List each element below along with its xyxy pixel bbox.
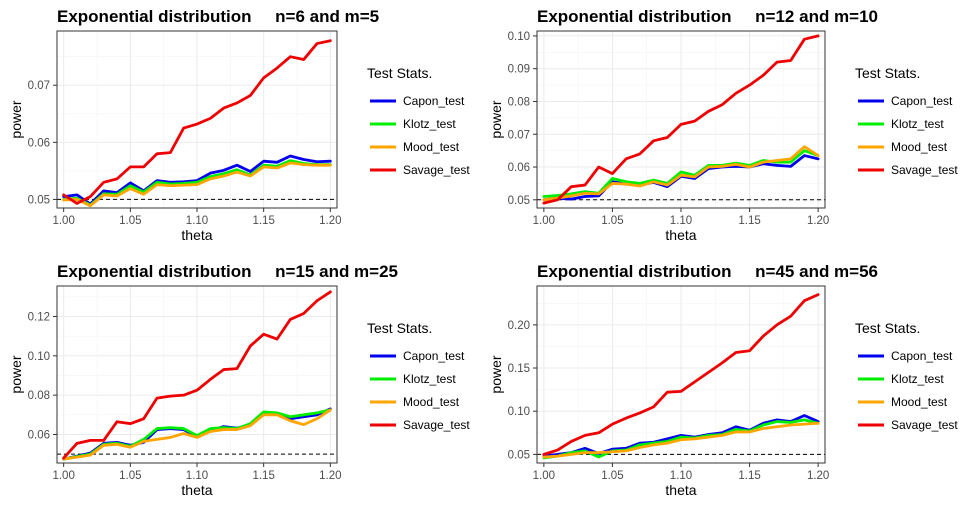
legend-label: Savage_test — [891, 418, 958, 432]
y-tick-label: 0.08 — [508, 96, 530, 108]
legend-label: Capon_test — [891, 94, 953, 108]
y-tick-label: 0.20 — [508, 320, 530, 332]
x-tick-label: 1.20 — [807, 215, 829, 227]
legend-label: Capon_test — [403, 349, 465, 363]
chart-panel-2: Exponential distribution n=12 and m=10 1.… — [488, 7, 958, 243]
legend: Test Stats. Capon_test Klotz_test Mood_test… — [855, 65, 958, 177]
legend-label: Mood_test — [891, 395, 948, 409]
x-tick-label: 1.05 — [601, 470, 623, 482]
x-tick-label: 1.00 — [533, 215, 555, 227]
chart-title: Exponential distribution n=6 and m=5 — [57, 7, 379, 26]
x-tick-label: 1.15 — [252, 215, 274, 227]
y-tick-label: 0.10 — [508, 406, 530, 418]
chart-panel-3: Exponential distribution n=15 and m=25 1.… — [8, 262, 470, 498]
legend-label: Capon_test — [891, 349, 953, 363]
y-axis-title: power — [8, 100, 24, 138]
legend-label: Savage_test — [403, 163, 470, 177]
legend-label: Savage_test — [403, 418, 470, 432]
y-tick-label: 0.10 — [28, 351, 50, 363]
y-tick-label: 0.07 — [508, 129, 530, 141]
y-tick-label: 0.06 — [508, 162, 530, 174]
legend-title: Test Stats. — [855, 320, 920, 336]
x-tick-label: 1.10 — [670, 215, 692, 227]
y-tick-label: 0.15 — [508, 363, 530, 375]
legend: Test Stats. Capon_test Klotz_test Mood_test… — [855, 320, 958, 432]
legend-label: Klotz_test — [891, 117, 944, 131]
x-tick-label: 1.15 — [738, 215, 760, 227]
y-tick-label: 0.07 — [28, 80, 50, 92]
y-axis-title: power — [488, 355, 504, 393]
legend-label: Klotz_test — [891, 372, 944, 386]
series-line-savage-test — [62, 290, 332, 460]
y-tick-label: 0.12 — [28, 311, 50, 323]
series-line-savage-test — [62, 39, 332, 205]
y-tick-label: 0.09 — [508, 64, 530, 76]
y-tick-label: 0.06 — [28, 137, 50, 149]
x-tick-label: 1.00 — [52, 470, 74, 482]
chart-panel-1: Exponential distribution n=6 and m=5 1.00… — [8, 7, 470, 243]
legend-label: Mood_test — [403, 140, 460, 154]
legend-title: Test Stats. — [367, 320, 432, 336]
x-tick-label: 1.10 — [670, 470, 692, 482]
legend-label: Mood_test — [891, 140, 948, 154]
legend-label: Savage_test — [891, 163, 958, 177]
legend-title: Test Stats. — [855, 65, 920, 81]
x-tick-label: 1.05 — [119, 215, 141, 227]
legend-label: Klotz_test — [403, 372, 456, 386]
x-tick-label: 1.15 — [252, 470, 274, 482]
series-line-capon-test — [542, 414, 820, 458]
series-line-mood-test — [542, 145, 820, 202]
x-axis-title: theta — [665, 227, 696, 243]
series-line-mood-test — [542, 421, 820, 459]
x-tick-label: 1.20 — [807, 470, 829, 482]
x-axis-title: theta — [665, 482, 696, 498]
y-axis-title: power — [8, 355, 24, 393]
y-tick-label: 0.05 — [508, 449, 530, 461]
x-tick-label: 1.15 — [738, 470, 760, 482]
x-tick-label: 1.00 — [52, 215, 74, 227]
y-tick-label: 0.05 — [508, 195, 530, 207]
series-line-savage-test — [542, 34, 820, 205]
legend-label: Klotz_test — [403, 117, 456, 131]
legend: Test Stats. Capon_test Klotz_test Mood_test… — [367, 320, 470, 432]
series-line-mood-test — [62, 408, 332, 461]
series-line-savage-test — [542, 293, 820, 456]
x-axis-title: theta — [181, 482, 212, 498]
y-tick-label: 0.10 — [508, 31, 530, 43]
chart-title: Exponential distribution n=12 and m=10 — [537, 7, 878, 26]
x-tick-label: 1.00 — [533, 470, 555, 482]
chart-panel-4: Exponential distribution n=45 and m=56 1.… — [488, 262, 958, 498]
x-tick-label: 1.10 — [186, 470, 208, 482]
y-tick-label: 0.08 — [28, 390, 50, 402]
x-tick-label: 1.05 — [601, 215, 623, 227]
legend: Test Stats. Capon_test Klotz_test Mood_test… — [367, 65, 470, 177]
y-tick-label: 0.05 — [28, 194, 50, 206]
chart-title: Exponential distribution n=15 and m=25 — [57, 262, 398, 281]
legend-title: Test Stats. — [367, 65, 432, 81]
y-axis-title: power — [488, 100, 504, 138]
legend-label: Mood_test — [403, 395, 460, 409]
x-tick-label: 1.20 — [319, 470, 341, 482]
series-line-mood-test — [62, 161, 332, 208]
x-tick-label: 1.20 — [319, 215, 341, 227]
x-axis-title: theta — [181, 227, 212, 243]
y-tick-label: 0.06 — [28, 429, 50, 441]
series-line-capon-test — [62, 154, 332, 206]
x-tick-label: 1.05 — [119, 470, 141, 482]
chart-title: Exponential distribution n=45 and m=56 — [537, 262, 878, 281]
legend-label: Capon_test — [403, 94, 465, 108]
x-tick-label: 1.10 — [186, 215, 208, 227]
